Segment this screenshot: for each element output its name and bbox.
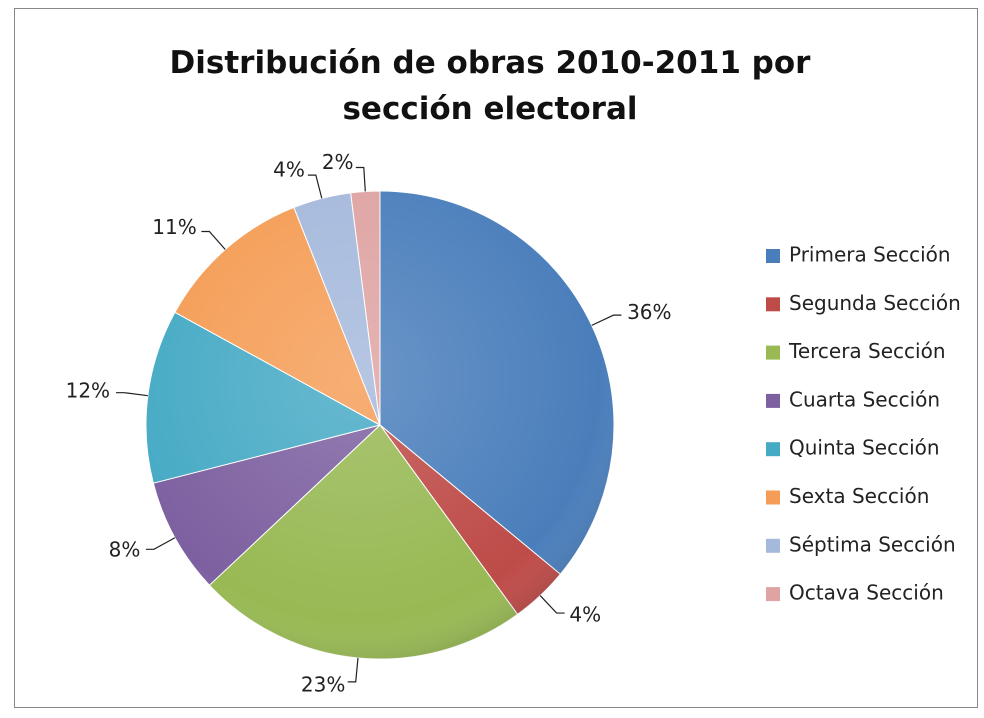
leader-line (355, 166, 366, 192)
legend-label: Tercera Sección (788, 339, 946, 363)
legend-swatch (766, 538, 780, 553)
legend-swatch (766, 393, 780, 408)
leader-line (539, 595, 565, 614)
legend-label: Sexta Sección (789, 484, 929, 508)
data-label: 4% (569, 602, 601, 626)
legend-label: Primera Sección (789, 243, 951, 267)
legend-label: Octava Sección (789, 581, 944, 605)
data-label: 2% (322, 150, 354, 174)
legend-swatch (766, 442, 780, 457)
data-label: 12% (66, 379, 110, 403)
legend-label: Segunda Sección (789, 291, 961, 315)
leader-line (347, 657, 359, 683)
legend-label: Cuarta Sección (789, 387, 940, 411)
chart-frame (14, 8, 978, 708)
leader-line (307, 174, 323, 199)
data-label: 4% (273, 158, 305, 182)
legend-swatch (766, 297, 780, 312)
legend-label: Séptima Sección (789, 532, 956, 556)
leader-line (201, 230, 226, 250)
legend-swatch (766, 249, 780, 263)
data-label: 36% (627, 300, 671, 324)
leader-line (145, 537, 176, 550)
leader-line (591, 314, 622, 326)
legend-swatch (766, 587, 780, 602)
legend-swatch (766, 345, 780, 360)
data-label: 11% (152, 215, 196, 239)
legend-swatch (766, 490, 780, 505)
legend-label: Quinta Sección (789, 436, 940, 460)
chart-title: Distribución de obras 2010-2011 por secc… (169, 45, 811, 127)
data-label: 23% (301, 672, 345, 696)
leader-line (116, 392, 148, 397)
data-label: 8% (109, 538, 141, 562)
